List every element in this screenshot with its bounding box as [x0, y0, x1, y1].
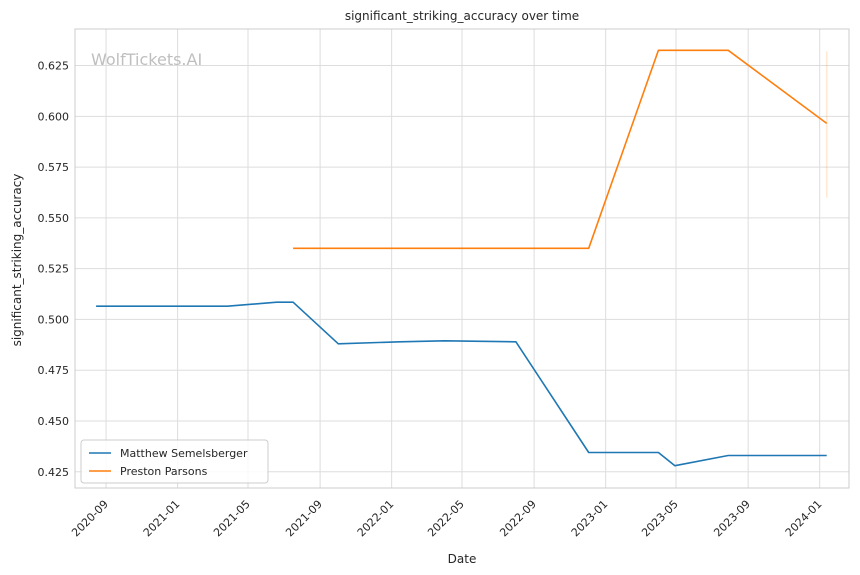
- y-tick-label: 0.525: [38, 263, 70, 276]
- x-gridlines: [105, 29, 821, 488]
- series-layer: [96, 49, 828, 467]
- y-tick-label: 0.500: [38, 313, 70, 326]
- y-tick-label: 0.600: [38, 110, 70, 123]
- y-tick-label: 0.550: [38, 212, 70, 225]
- x-tick-label: 2022-05: [425, 498, 467, 540]
- x-tick-label: 2020-09: [69, 498, 111, 540]
- x-tick-label: 2022-09: [497, 498, 539, 540]
- watermark: WolfTickets.AI: [91, 50, 202, 69]
- x-tick-label: 2021-01: [141, 498, 183, 540]
- x-axis-ticks: 2020-09 2021-01 2021-05 2021-09 2022-01 2022-…: [69, 498, 824, 540]
- legend: Matthew Semelsberger Preston Parsons: [80, 439, 269, 484]
- x-tick-label: 2022-01: [355, 498, 397, 540]
- x-tick-label: 2023-01: [569, 498, 611, 540]
- x-tick-label: 2023-09: [711, 498, 753, 540]
- y-tick-label: 0.450: [38, 415, 70, 428]
- y-axis-title: significant_striking_accuracy: [10, 174, 24, 347]
- y-tick-label: 0.425: [38, 466, 70, 479]
- chart-title: significant_striking_accuracy over time: [345, 9, 579, 23]
- legend-label-preston-parsons: Preston Parsons: [120, 465, 208, 478]
- y-tick-label: 0.625: [38, 60, 70, 73]
- x-tick-label: 2021-09: [283, 498, 325, 540]
- series-line-preston-parsons: [293, 49, 828, 250]
- legend-label-matthew-semelsberger: Matthew Semelsberger: [120, 447, 248, 460]
- x-tick-label: 2021-05: [211, 498, 253, 540]
- y-tick-label: 0.575: [38, 161, 70, 174]
- series-line-matthew-semelsberger: [96, 301, 827, 467]
- x-axis-title: Date: [448, 552, 477, 566]
- legend-box: [80, 439, 269, 484]
- x-tick-label: 2023-05: [639, 498, 681, 540]
- plot-frame: [74, 28, 850, 489]
- x-tick-label: 2024-01: [783, 498, 825, 540]
- y-axis-ticks: 0.425 0.450 0.475 0.500 0.525 0.550 0.575 0.600…: [38, 60, 70, 479]
- y-tick-label: 0.475: [38, 364, 70, 377]
